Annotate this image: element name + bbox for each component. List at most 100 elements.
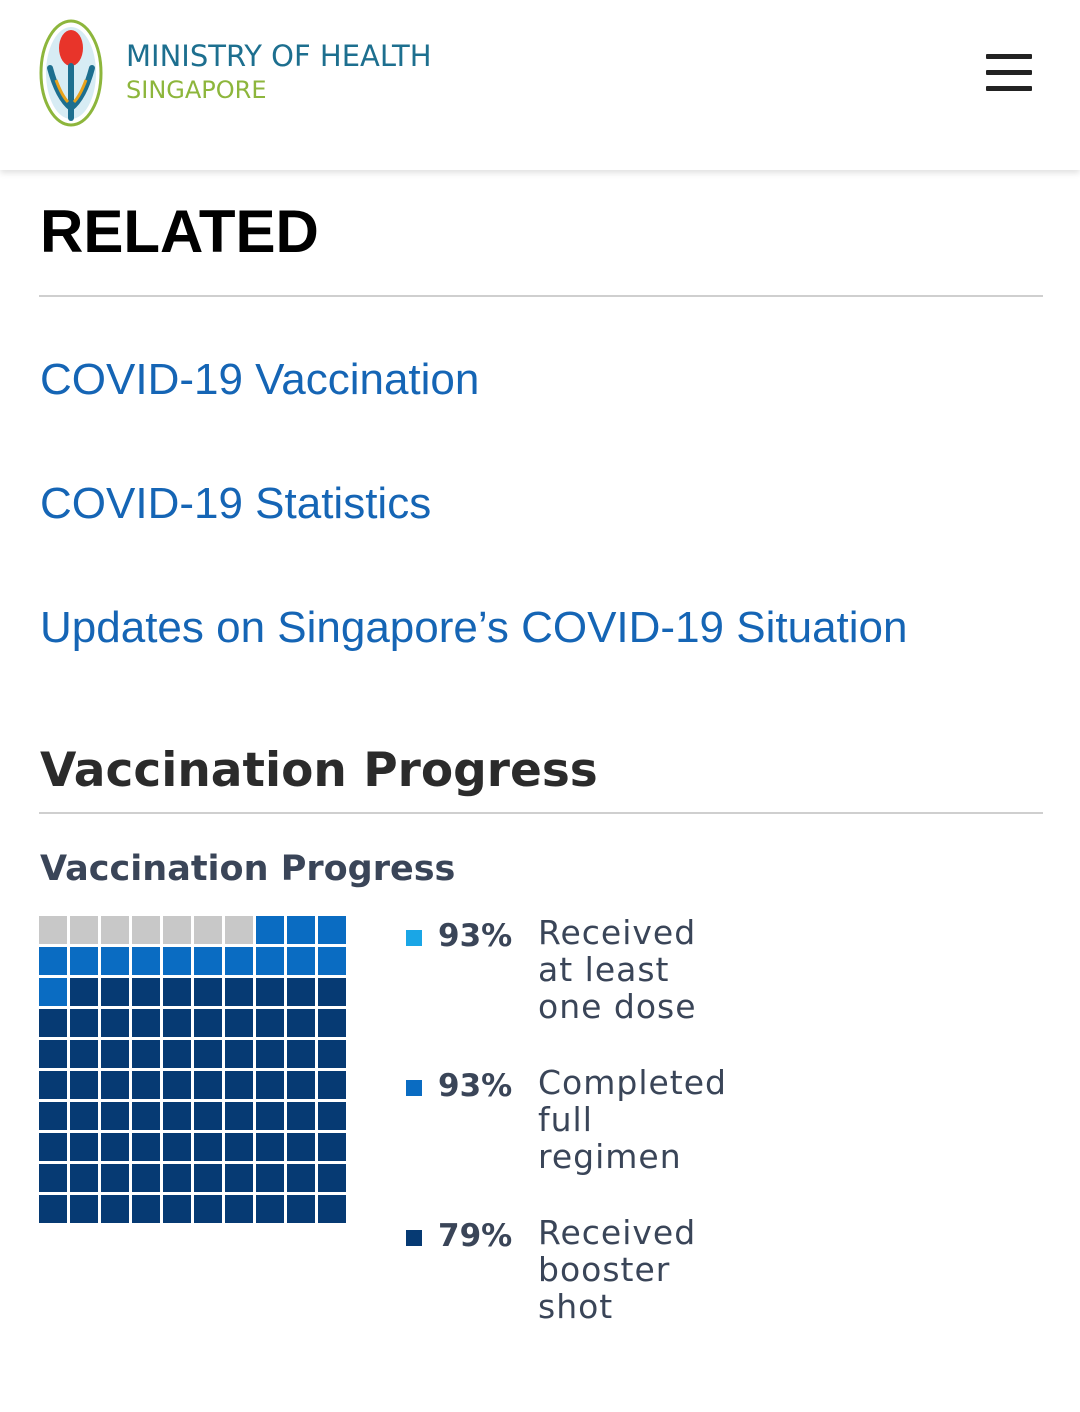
waffle-cell-series-2	[194, 1164, 222, 1192]
waffle-cell-series-2	[70, 1195, 98, 1223]
waffle-cell-series-2	[287, 1133, 315, 1161]
waffle-cell-series-2	[225, 1102, 253, 1130]
waffle-cell-series-2	[256, 978, 284, 1006]
waffle-cell-series-2	[256, 1164, 284, 1192]
waffle-cell-series-2	[101, 1071, 129, 1099]
waffle-cell-series-2	[194, 1071, 222, 1099]
waffle-cell-series-2	[163, 1009, 191, 1037]
waffle-cell-series-2	[194, 1133, 222, 1161]
waffle-cell-series-2	[163, 1195, 191, 1223]
waffle-cell-series-2	[39, 1133, 67, 1161]
waffle-cell-empty	[194, 916, 222, 944]
waffle-cell-series-2	[194, 1009, 222, 1037]
waffle-cell-empty	[225, 916, 253, 944]
logo-wordmark[interactable]: MINISTRY OF HEALTH SINGAPORE	[126, 38, 432, 106]
waffle-cell-series-1	[70, 947, 98, 975]
legend-label: Received booster shot	[538, 1213, 697, 1326]
waffle-cell-series-2	[287, 1195, 315, 1223]
waffle-cell-series-2	[225, 978, 253, 1006]
waffle-cell-series-2	[101, 1164, 129, 1192]
waffle-cell-series-2	[39, 1195, 67, 1223]
waffle-cell-series-1	[256, 947, 284, 975]
waffle-cell-series-1	[39, 947, 67, 975]
waffle-cell-series-2	[194, 1040, 222, 1068]
waffle-cell-series-2	[39, 1071, 67, 1099]
hamburger-menu-icon[interactable]	[986, 54, 1032, 92]
waffle-cell-series-2	[39, 1164, 67, 1192]
waffle-cell-series-1	[101, 947, 129, 975]
waffle-cell-series-2	[132, 1133, 160, 1161]
waffle-cell-series-2	[163, 1133, 191, 1161]
waffle-cell-series-2	[287, 1009, 315, 1037]
waffle-cell-series-2	[256, 1009, 284, 1037]
waffle-cell-series-1	[132, 947, 160, 975]
waffle-cell-empty	[70, 916, 98, 944]
waffle-cell-series-1	[287, 947, 315, 975]
waffle-cell-series-2	[101, 1195, 129, 1223]
link-covid-vaccination[interactable]: COVID-19 Vaccination	[40, 355, 480, 404]
waffle-cell-empty	[163, 916, 191, 944]
waffle-cell-series-2	[225, 1195, 253, 1223]
waffle-cell-series-2	[256, 1195, 284, 1223]
menu-bar	[986, 70, 1032, 75]
waffle-cell-series-2	[70, 1071, 98, 1099]
waffle-cell-series-2	[132, 1071, 160, 1099]
waffle-cell-series-2	[194, 978, 222, 1006]
waffle-cell-series-2	[287, 1071, 315, 1099]
logo-country-text: SINGAPORE	[126, 76, 267, 104]
waffle-cell-series-2	[132, 1195, 160, 1223]
waffle-cell-series-2	[163, 1040, 191, 1068]
waffle-cell-series-2	[70, 1040, 98, 1068]
legend-item-booster: 79% Received booster shot	[406, 1214, 806, 1334]
menu-bar	[986, 86, 1032, 91]
waffle-cell-series-2	[101, 1133, 129, 1161]
waffle-cell-series-2	[194, 1195, 222, 1223]
related-divider	[39, 295, 1043, 297]
waffle-cell-series-2	[39, 1009, 67, 1037]
moh-emblem-icon[interactable]	[38, 18, 104, 128]
waffle-cell-series-2	[225, 1040, 253, 1068]
legend-label: Received at least one dose	[538, 913, 697, 1026]
waffle-cell-series-2	[70, 1102, 98, 1130]
waffle-cell-series-2	[318, 1133, 346, 1161]
waffle-cell-series-2	[318, 1040, 346, 1068]
waffle-cell-series-2	[256, 1102, 284, 1130]
waffle-cell-empty	[39, 916, 67, 944]
waffle-cell-series-2	[287, 978, 315, 1006]
waffle-cell-series-2	[39, 1102, 67, 1130]
waffle-cell-series-1	[39, 978, 67, 1006]
waffle-cell-series-2	[225, 1009, 253, 1037]
waffle-cell-series-2	[132, 1164, 160, 1192]
waffle-cell-series-2	[318, 978, 346, 1006]
waffle-cell-series-2	[256, 1071, 284, 1099]
legend-item-full-regimen: 93% Completed full regimen	[406, 1064, 806, 1184]
waffle-cell-series-2	[225, 1164, 253, 1192]
waffle-cell-series-1	[225, 947, 253, 975]
waffle-cell-series-2	[101, 1040, 129, 1068]
waffle-cell-series-2	[163, 1071, 191, 1099]
waffle-cell-series-2	[70, 978, 98, 1006]
waffle-cell-series-2	[194, 1102, 222, 1130]
legend-label: Completed full regimen	[538, 1063, 727, 1176]
waffle-cell-series-2	[225, 1071, 253, 1099]
waffle-cell-series-2	[70, 1133, 98, 1161]
waffle-cell-series-2	[256, 1133, 284, 1161]
waffle-cell-series-2	[225, 1133, 253, 1161]
waffle-cell-series-1	[163, 947, 191, 975]
site-header: MINISTRY OF HEALTH SINGAPORE	[0, 0, 1080, 170]
menu-bar	[986, 54, 1032, 59]
waffle-cell-series-2	[318, 1195, 346, 1223]
waffle-cell-series-2	[101, 1009, 129, 1037]
waffle-cell-series-2	[287, 1164, 315, 1192]
legend-swatch	[406, 930, 422, 946]
legend-percent: 79%	[438, 1218, 513, 1254]
waffle-cell-series-2	[318, 1071, 346, 1099]
waffle-cell-series-2	[132, 1009, 160, 1037]
chart-title: Vaccination Progress	[40, 849, 456, 889]
waffle-cell-series-2	[163, 1102, 191, 1130]
waffle-cell-empty	[101, 916, 129, 944]
waffle-cell-series-2	[163, 1164, 191, 1192]
link-covid-statistics[interactable]: COVID-19 Statistics	[40, 479, 432, 528]
waffle-cell-series-2	[256, 1040, 284, 1068]
link-covid-situation-updates[interactable]: Updates on Singapore’s COVID-19 Situatio…	[40, 603, 908, 652]
